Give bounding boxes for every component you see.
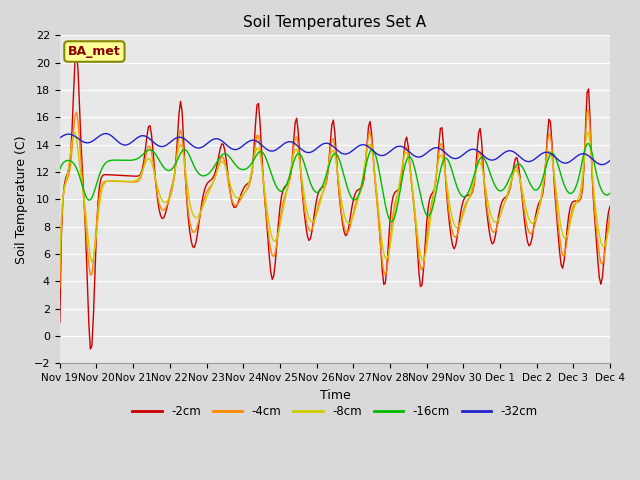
-8cm	[358, 176, 366, 182]
-16cm	[357, 185, 365, 191]
-16cm	[585, 141, 593, 146]
-32cm	[475, 148, 483, 154]
-16cm	[76, 174, 83, 180]
-4cm	[473, 159, 481, 165]
-4cm	[56, 285, 63, 291]
-16cm	[388, 219, 396, 225]
Y-axis label: Soil Temperature (C): Soil Temperature (C)	[15, 135, 28, 264]
-32cm	[56, 135, 63, 141]
-4cm	[94, 204, 102, 210]
-8cm	[88, 259, 96, 265]
Line: -16cm: -16cm	[60, 144, 640, 222]
-16cm	[94, 176, 102, 182]
-8cm	[585, 130, 593, 135]
X-axis label: Time: Time	[319, 389, 350, 402]
-2cm	[86, 346, 94, 352]
-2cm	[360, 177, 368, 182]
-4cm	[585, 107, 593, 112]
-2cm	[97, 176, 105, 181]
Text: BA_met: BA_met	[68, 45, 121, 58]
-8cm	[562, 235, 570, 241]
-4cm	[560, 252, 568, 258]
-16cm	[475, 158, 483, 164]
Line: -4cm: -4cm	[60, 109, 640, 288]
-2cm	[56, 320, 63, 325]
Line: -8cm: -8cm	[60, 132, 640, 262]
-2cm	[77, 145, 85, 151]
-4cm	[357, 188, 365, 193]
-4cm	[76, 140, 83, 145]
-32cm	[635, 164, 640, 169]
-8cm	[76, 162, 83, 168]
Legend: -2cm, -4cm, -8cm, -16cm, -32cm: -2cm, -4cm, -8cm, -16cm, -32cm	[127, 401, 542, 423]
-32cm	[562, 160, 570, 166]
-4cm	[638, 202, 640, 208]
-16cm	[56, 167, 63, 172]
-32cm	[76, 137, 83, 143]
-32cm	[94, 134, 102, 140]
Line: -2cm: -2cm	[60, 51, 640, 349]
Title: Soil Temperatures Set A: Soil Temperatures Set A	[243, 15, 426, 30]
Line: -32cm: -32cm	[60, 133, 640, 167]
-8cm	[475, 160, 483, 166]
-16cm	[562, 185, 570, 191]
-32cm	[102, 131, 109, 136]
-8cm	[56, 258, 63, 264]
-2cm	[73, 48, 81, 54]
-32cm	[358, 142, 366, 148]
-8cm	[95, 202, 103, 207]
-2cm	[563, 226, 571, 231]
-2cm	[476, 125, 484, 131]
